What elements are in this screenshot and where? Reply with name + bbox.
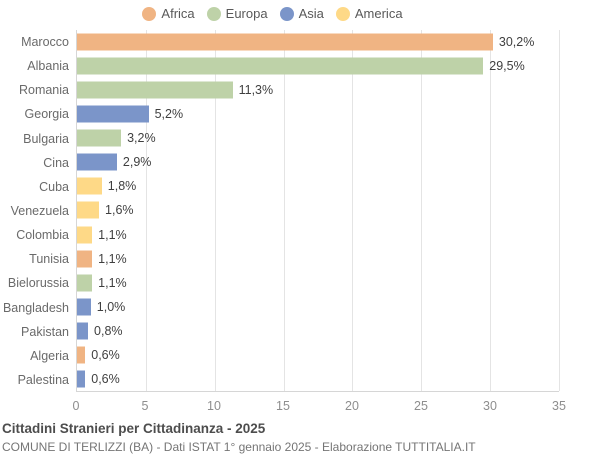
category-label: Colombia	[16, 228, 69, 243]
bar	[77, 57, 484, 75]
value-label: 1,6%	[105, 203, 134, 218]
bar-row: 0,6%	[77, 343, 559, 367]
category-labels: Marocco Albania Romania Georgia Bulgaria Cina…	[0, 30, 69, 392]
bar	[77, 177, 102, 195]
bar-row: 2,9%	[77, 150, 559, 174]
value-label: 0,6%	[91, 347, 120, 362]
chart-footer: Cittadini Stranieri per Cittadinanza - 2…	[2, 421, 598, 454]
bar-row: 1,6%	[77, 198, 559, 222]
bar-row: 30,2%	[77, 30, 559, 54]
bar-row: 29,5%	[77, 54, 559, 78]
category-label: Palestina	[17, 372, 69, 387]
bar	[77, 81, 233, 99]
bar-row: 1,8%	[77, 174, 559, 198]
value-label: 5,2%	[154, 107, 184, 122]
bar	[77, 201, 100, 219]
x-tick-label: 0	[72, 399, 80, 413]
value-label: 30,2%	[498, 35, 535, 50]
legend-item-america: America	[335, 6, 403, 21]
value-label: 2,9%	[122, 155, 152, 170]
gridline	[145, 30, 147, 391]
bar	[77, 274, 93, 292]
value-label: 1,1%	[98, 251, 127, 266]
value-label: 0,6%	[91, 371, 120, 386]
category-label: Marocco	[21, 35, 69, 50]
chart-subtitle: COMUNE DI TERLIZZI (BA) - Dati ISTAT 1° …	[2, 440, 476, 454]
legend-label: Africa	[161, 6, 195, 21]
value-label: 29,5%	[489, 59, 525, 74]
legend-label: America	[354, 6, 403, 21]
category-label: Cuba	[39, 179, 69, 194]
bar-row: 11,3%	[77, 78, 559, 102]
bar-row: 1,1%	[77, 247, 559, 271]
chart-title: Cittadini Stranieri per Cittadinanza - 2…	[2, 421, 266, 436]
x-tick-label: 10	[207, 399, 221, 413]
bar	[77, 226, 93, 244]
bar-row: 0,8%	[77, 319, 559, 343]
legend-label: Asia	[298, 6, 324, 21]
x-tick-label: 5	[141, 399, 149, 413]
legend-swatch-icon	[335, 6, 350, 21]
gridline	[421, 30, 423, 391]
value-label: 1,0%	[96, 299, 126, 314]
bar	[77, 298, 91, 316]
bar	[77, 322, 89, 340]
legend-swatch-icon	[279, 6, 294, 21]
value-label: 1,8%	[107, 179, 137, 194]
bar	[77, 370, 86, 388]
bar	[77, 33, 493, 51]
value-label: 1,1%	[98, 275, 127, 290]
x-tick-label: 20	[345, 399, 359, 413]
value-label: 11,3%	[238, 83, 274, 98]
value-label: 1,1%	[98, 227, 127, 242]
legend-swatch-icon	[142, 6, 157, 21]
x-tick-label: 35	[552, 399, 566, 413]
category-label: Bangladesh	[2, 300, 69, 315]
value-label: 0,8%	[94, 323, 123, 338]
bar-row: 1,1%	[77, 271, 559, 295]
category-label: Pakistan	[21, 324, 69, 339]
bar	[77, 250, 93, 268]
legend-label: Europa	[225, 6, 268, 21]
bar	[77, 129, 122, 147]
category-label: Georgia	[24, 107, 69, 122]
gridline	[490, 30, 492, 391]
legend-item-europa: Europa	[206, 6, 268, 21]
gridline	[283, 30, 285, 391]
x-tick-label: 15	[276, 399, 290, 413]
x-tick-label: 25	[414, 399, 428, 413]
category-label: Cina	[43, 155, 69, 170]
bar-row: 1,0%	[77, 295, 559, 319]
bar	[77, 346, 86, 364]
gridline	[352, 30, 354, 391]
plot-area: 30,2% 29,5% 11,3% 5,2% 3,2% 2,9% 1,8% 1,6% 1,1% 1…	[76, 30, 560, 392]
category-label: Algeria	[30, 348, 69, 363]
category-label: Bielorussia	[7, 276, 69, 291]
legend-item-asia: Asia	[279, 6, 324, 21]
value-label: 3,2%	[127, 131, 156, 146]
bar-row: 1,1%	[77, 223, 559, 247]
gridline	[559, 30, 560, 391]
bar	[77, 153, 117, 171]
category-label: Tunisia	[29, 252, 69, 267]
bar-row: 3,2%	[77, 126, 559, 150]
legend-item-africa: Africa	[142, 6, 195, 21]
category-label: Romania	[18, 83, 69, 98]
category-label: Venezuela	[10, 203, 69, 218]
bar-row: 0,6%	[77, 367, 559, 391]
category-label: Bulgaria	[23, 131, 69, 146]
legend-swatch-icon	[206, 6, 221, 21]
x-axis-labels: 0 5 10 15 20 25 30 35	[72, 399, 566, 415]
bar	[77, 105, 149, 123]
gridline	[214, 30, 216, 391]
category-label: Albania	[27, 59, 69, 74]
legend: Africa Europa Asia America	[0, 6, 545, 21]
bar-row: 5,2%	[77, 102, 559, 126]
x-tick-label: 30	[483, 399, 497, 413]
